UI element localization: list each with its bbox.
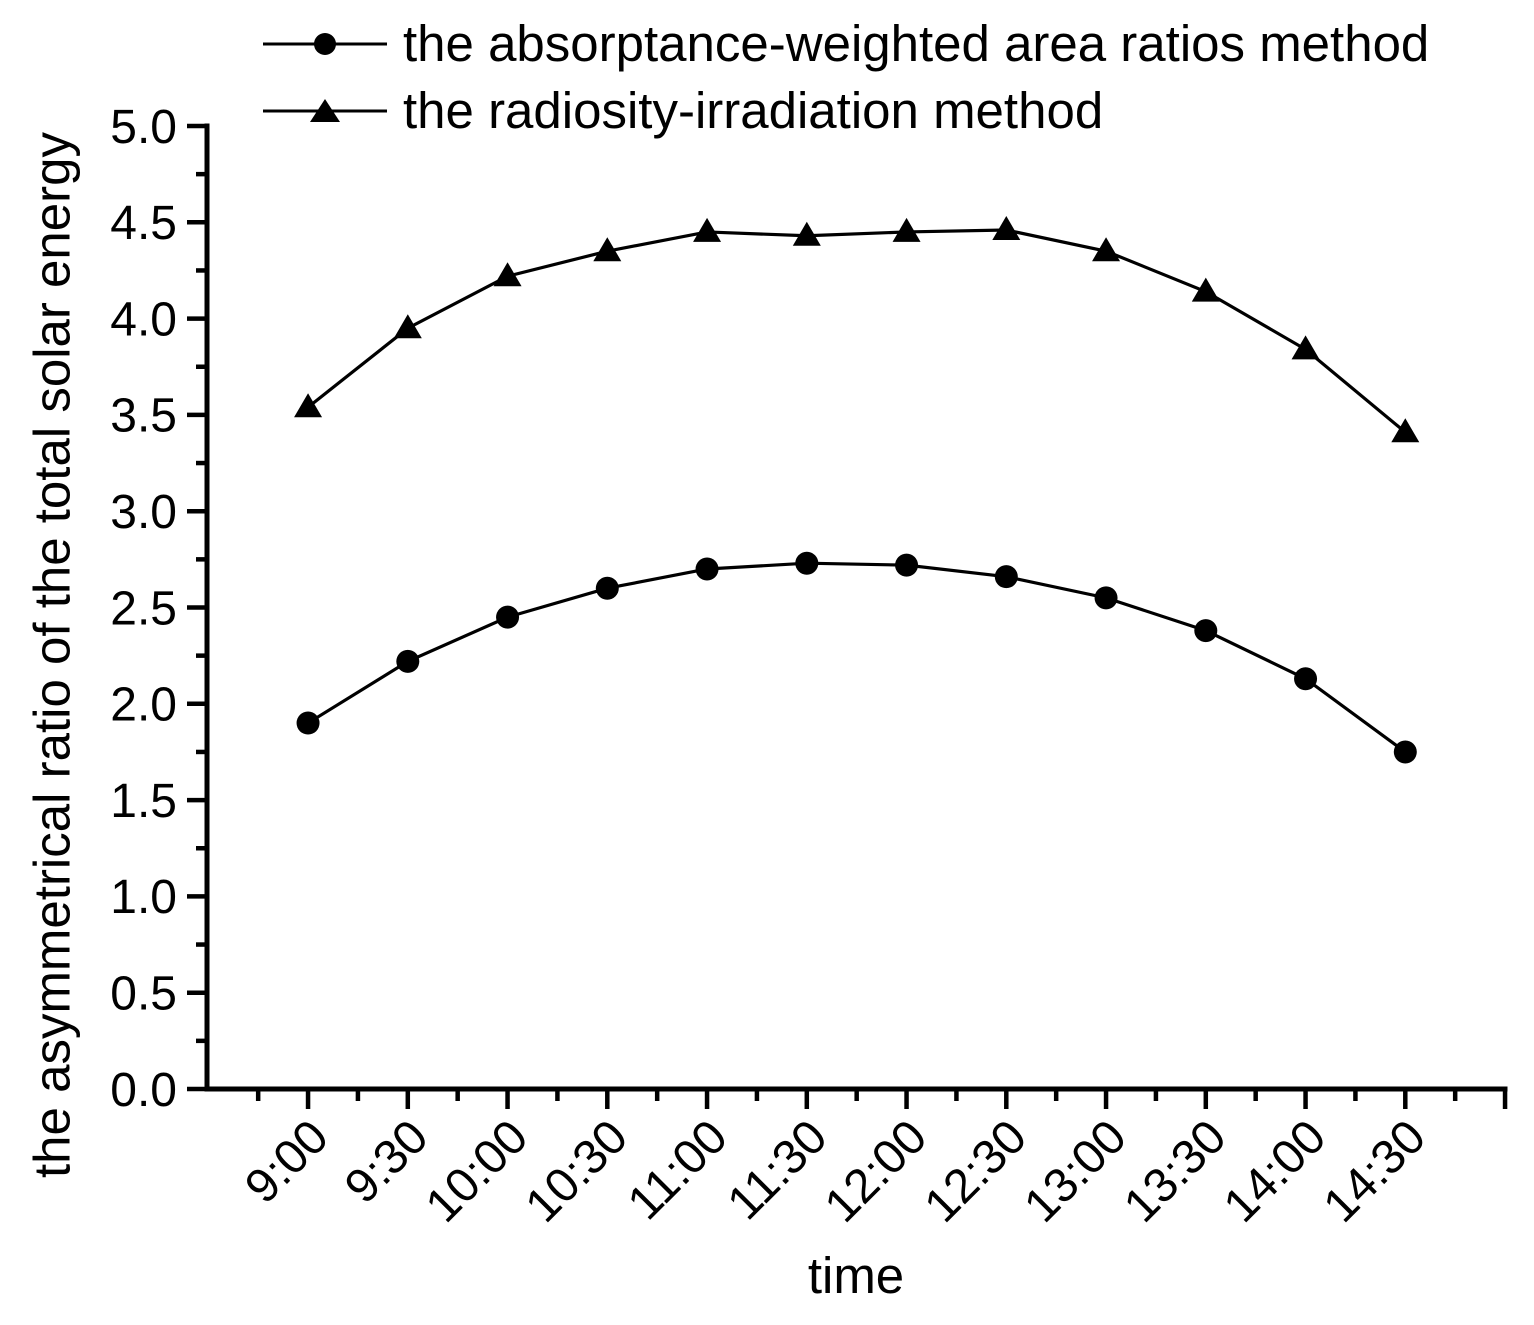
svg-text:12:30: 12:30 (915, 1110, 1037, 1232)
svg-text:14:30: 14:30 (1314, 1110, 1436, 1232)
svg-text:9:00: 9:00 (235, 1110, 339, 1214)
svg-text:12:00: 12:00 (815, 1110, 937, 1232)
legend: the absorptance-weighted area ratios met… (263, 10, 1429, 144)
svg-text:3.5: 3.5 (110, 390, 177, 443)
svg-text:10:00: 10:00 (416, 1110, 538, 1232)
svg-text:5.0: 5.0 (110, 101, 177, 154)
svg-text:1.5: 1.5 (110, 775, 177, 828)
triangle-marker-icon (263, 98, 387, 122)
y-axis-title: the asymmetrical ratio of the total sola… (23, 132, 81, 1178)
legend-label: the absorptance-weighted area ratios met… (403, 15, 1430, 72)
svg-text:11:00: 11:00 (618, 1110, 738, 1230)
svg-text:2.0: 2.0 (110, 679, 177, 732)
svg-text:0.0: 0.0 (110, 1064, 177, 1117)
svg-text:4.0: 4.0 (110, 293, 177, 346)
svg-text:14:00: 14:00 (1214, 1110, 1336, 1232)
svg-text:3.0: 3.0 (110, 486, 177, 539)
x-axis-title: time (807, 1247, 905, 1304)
legend-label: the radiosity-irradiation method (403, 82, 1104, 139)
svg-text:10:30: 10:30 (516, 1110, 638, 1232)
svg-text:13:30: 13:30 (1114, 1110, 1236, 1232)
svg-text:1.0: 1.0 (110, 871, 177, 924)
circle-marker-icon (263, 32, 387, 55)
svg-text:4.5: 4.5 (110, 197, 177, 250)
svg-text:11:30: 11:30 (718, 1110, 838, 1230)
svg-text:0.5: 0.5 (110, 968, 177, 1021)
legend-item-absorptance-method: the absorptance-weighted area ratios met… (263, 10, 1429, 77)
svg-text:13:00: 13:00 (1014, 1110, 1136, 1232)
svg-text:2.5: 2.5 (110, 582, 177, 635)
legend-item-radiosity-method: the radiosity-irradiation method (263, 77, 1429, 144)
